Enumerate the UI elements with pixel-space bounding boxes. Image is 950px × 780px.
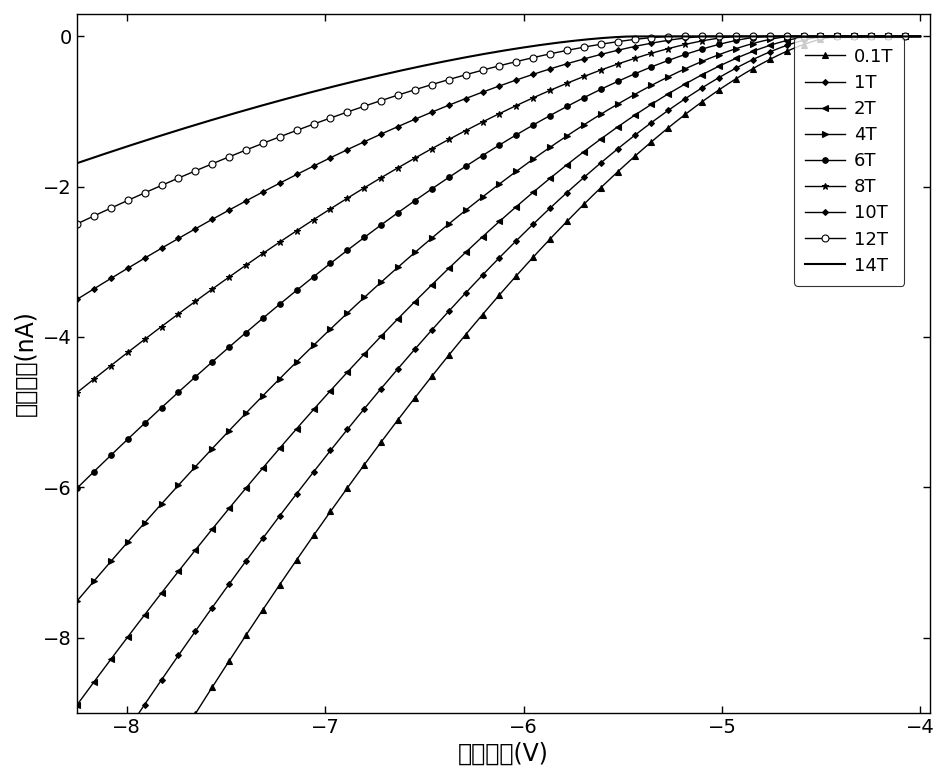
0.1T bbox=[220, 661, 232, 670]
1T bbox=[635, 126, 646, 136]
14T bbox=[708, 32, 719, 41]
10T bbox=[288, 172, 299, 181]
6T bbox=[761, 32, 772, 41]
0.1T bbox=[568, 210, 580, 219]
12T bbox=[708, 32, 719, 41]
8T bbox=[288, 228, 299, 237]
1T bbox=[706, 77, 717, 87]
4T bbox=[220, 429, 232, 438]
4T bbox=[706, 53, 717, 62]
2T bbox=[807, 32, 818, 41]
Line: 6T: 6T bbox=[74, 34, 923, 491]
Line: 10T: 10T bbox=[75, 34, 922, 301]
8T bbox=[71, 388, 83, 397]
14T bbox=[627, 32, 638, 41]
12T bbox=[568, 44, 580, 54]
14T bbox=[453, 54, 465, 63]
2T bbox=[288, 427, 299, 437]
10T bbox=[220, 207, 232, 216]
1T bbox=[915, 32, 926, 41]
4T bbox=[71, 597, 83, 606]
4T bbox=[787, 32, 798, 41]
4T bbox=[453, 211, 465, 221]
Y-axis label: 源漏电流(nA): 源漏电流(nA) bbox=[14, 310, 38, 417]
4T bbox=[915, 32, 926, 41]
12T bbox=[635, 34, 646, 44]
0.1T bbox=[288, 559, 299, 569]
6T bbox=[288, 288, 299, 297]
12T bbox=[453, 72, 465, 81]
12T bbox=[71, 219, 83, 229]
6T bbox=[220, 345, 232, 354]
12T bbox=[915, 32, 926, 41]
Line: 2T: 2T bbox=[74, 34, 923, 707]
1T bbox=[453, 296, 465, 305]
8T bbox=[635, 52, 646, 62]
6T bbox=[568, 98, 580, 108]
1T bbox=[220, 583, 232, 593]
14T bbox=[71, 158, 83, 168]
1T bbox=[568, 182, 580, 191]
2T bbox=[220, 507, 232, 516]
10T bbox=[915, 32, 926, 41]
14T bbox=[915, 32, 926, 41]
6T bbox=[706, 41, 717, 51]
12T bbox=[667, 32, 678, 41]
Line: 14T: 14T bbox=[77, 37, 921, 163]
4T bbox=[288, 360, 299, 369]
12T bbox=[220, 154, 232, 163]
8T bbox=[220, 275, 232, 284]
2T bbox=[635, 107, 646, 116]
4T bbox=[635, 87, 646, 96]
8T bbox=[915, 32, 926, 41]
0.1T bbox=[635, 147, 646, 156]
X-axis label: 源漏电压(V): 源漏电压(V) bbox=[458, 742, 549, 766]
14T bbox=[220, 111, 232, 120]
0.1T bbox=[706, 90, 717, 99]
2T bbox=[453, 254, 465, 264]
0.1T bbox=[915, 32, 926, 41]
2T bbox=[915, 32, 926, 41]
1T bbox=[821, 32, 832, 41]
8T bbox=[453, 129, 465, 139]
14T bbox=[568, 36, 580, 45]
2T bbox=[71, 700, 83, 710]
14T bbox=[636, 32, 647, 41]
10T bbox=[71, 295, 83, 304]
0.1T bbox=[831, 32, 843, 41]
Line: 4T: 4T bbox=[74, 34, 923, 604]
Line: 0.1T: 0.1T bbox=[74, 34, 923, 780]
10T bbox=[635, 41, 646, 50]
12T bbox=[288, 127, 299, 136]
6T bbox=[453, 166, 465, 176]
Line: 12T: 12T bbox=[73, 33, 923, 227]
6T bbox=[71, 484, 83, 493]
Line: 8T: 8T bbox=[73, 33, 923, 396]
8T bbox=[706, 34, 717, 44]
4T bbox=[568, 126, 580, 136]
Legend: 0.1T, 1T, 2T, 4T, 6T, 8T, 10T, 12T, 14T: 0.1T, 1T, 2T, 4T, 6T, 8T, 10T, 12T, 14T bbox=[794, 37, 904, 285]
Line: 1T: 1T bbox=[75, 34, 922, 780]
1T bbox=[288, 493, 299, 502]
14T bbox=[288, 92, 299, 101]
10T bbox=[568, 57, 580, 66]
10T bbox=[708, 32, 719, 41]
10T bbox=[453, 97, 465, 106]
6T bbox=[915, 32, 926, 41]
8T bbox=[733, 32, 745, 41]
8T bbox=[568, 76, 580, 85]
6T bbox=[635, 67, 646, 76]
2T bbox=[568, 154, 580, 164]
0.1T bbox=[453, 339, 465, 348]
10T bbox=[701, 32, 712, 41]
2T bbox=[706, 65, 717, 74]
